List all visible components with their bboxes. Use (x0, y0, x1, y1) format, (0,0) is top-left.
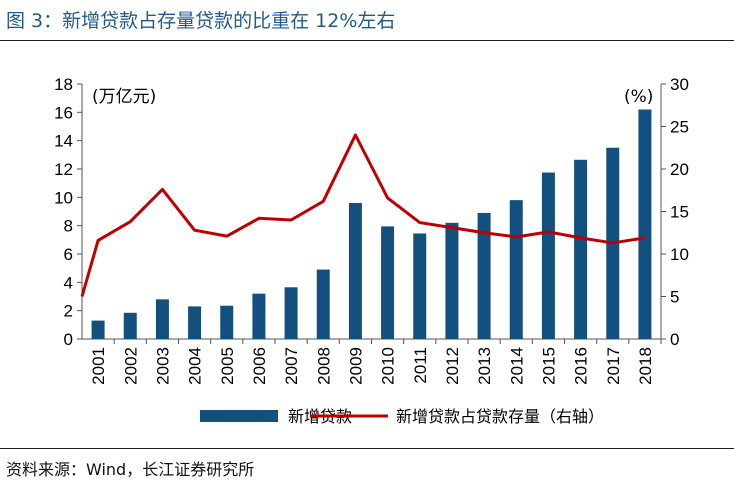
left-y-tick-label: 10 (54, 188, 73, 207)
x-tick-label: 2002 (121, 347, 140, 385)
x-tick-label: 2001 (89, 347, 108, 385)
legend-swatch-bar (200, 410, 278, 422)
bar (316, 269, 330, 339)
right-y-tick-label: 5 (670, 288, 679, 307)
axes (77, 83, 666, 344)
x-tick-label: 2015 (539, 347, 558, 385)
left-y-tick-label: 12 (54, 160, 73, 179)
left-y-tick-labels: 0 2 4 6 8 10 12 14 16 18 (54, 75, 73, 349)
line-series (80, 133, 646, 297)
right-y-tick-label: 25 (670, 118, 689, 137)
left-y-tick-label: 18 (54, 75, 73, 94)
bar (123, 312, 137, 339)
bar (477, 212, 491, 339)
chart: 2001 2002 2003 2004 2005 2006 2007 2008 2009 2010… (54, 75, 689, 426)
x-tick-labels: 2001 2002 2003 2004 2005 2006 2007 2008 2009 2010… (89, 347, 655, 385)
x-tick-label: 2017 (604, 347, 623, 385)
right-y-tick-labels: 0 5 10 15 20 25 30 (670, 75, 689, 349)
left-y-tick-label: 16 (54, 103, 73, 122)
x-tick-label: 2005 (218, 347, 237, 385)
bar (445, 222, 459, 339)
right-y-tick-label: 10 (670, 245, 689, 264)
bar (155, 299, 169, 339)
bar (638, 109, 652, 339)
source-note: 资料来源：Wind，长江证券研究所 (6, 460, 255, 479)
bar (413, 233, 427, 339)
x-tick-label: 2018 (636, 347, 655, 385)
bar (284, 287, 298, 339)
x-tick-label: 2014 (507, 347, 526, 385)
left-axis-unit: (万亿元) (92, 87, 156, 107)
bar (541, 172, 555, 339)
bar (381, 226, 395, 339)
x-tick-label: 2006 (250, 347, 269, 385)
right-axis-unit: (%) (624, 87, 653, 107)
x-tick-label: 2011 (411, 347, 430, 384)
x-tick-label: 2010 (379, 347, 398, 385)
left-y-tick-label: 4 (64, 273, 73, 292)
ratio-line (80, 133, 646, 297)
bar (348, 203, 362, 339)
x-tick-label: 2012 (443, 347, 462, 385)
left-y-tick-label: 8 (64, 217, 73, 236)
right-y-tick-label: 0 (670, 330, 679, 349)
x-tick-label: 2008 (314, 347, 333, 385)
right-y-tick-label: 20 (670, 160, 689, 179)
bar (188, 306, 202, 339)
x-tick-label: 2007 (282, 347, 301, 385)
x-tick-label: 2009 (346, 347, 365, 385)
bar (574, 159, 588, 339)
x-tick-label: 2003 (153, 347, 172, 385)
right-y-tick-label: 30 (670, 75, 689, 94)
source-divider (0, 448, 734, 449)
left-y-tick-label: 2 (64, 302, 73, 321)
bar (91, 320, 105, 339)
figure-title: 图 3：新增贷款占存量贷款的比重在 12%左右 (6, 10, 396, 32)
x-tick-label: 2016 (572, 347, 591, 385)
bar (509, 200, 523, 339)
legend-label-line: 新增贷款占贷款存量（右轴） (396, 407, 604, 426)
bar (252, 293, 266, 339)
title-divider (0, 40, 734, 41)
left-y-tick-label: 0 (64, 330, 73, 349)
left-y-tick-label: 14 (54, 132, 73, 151)
bar (220, 305, 234, 339)
bar-series (91, 109, 652, 339)
left-y-tick-label: 6 (64, 245, 73, 264)
x-tick-label: 2013 (475, 347, 494, 385)
right-y-tick-label: 15 (670, 203, 689, 222)
x-tick-label: 2004 (186, 347, 205, 385)
legend: 新增贷款 新增贷款占贷款存量（右轴） (200, 407, 604, 426)
